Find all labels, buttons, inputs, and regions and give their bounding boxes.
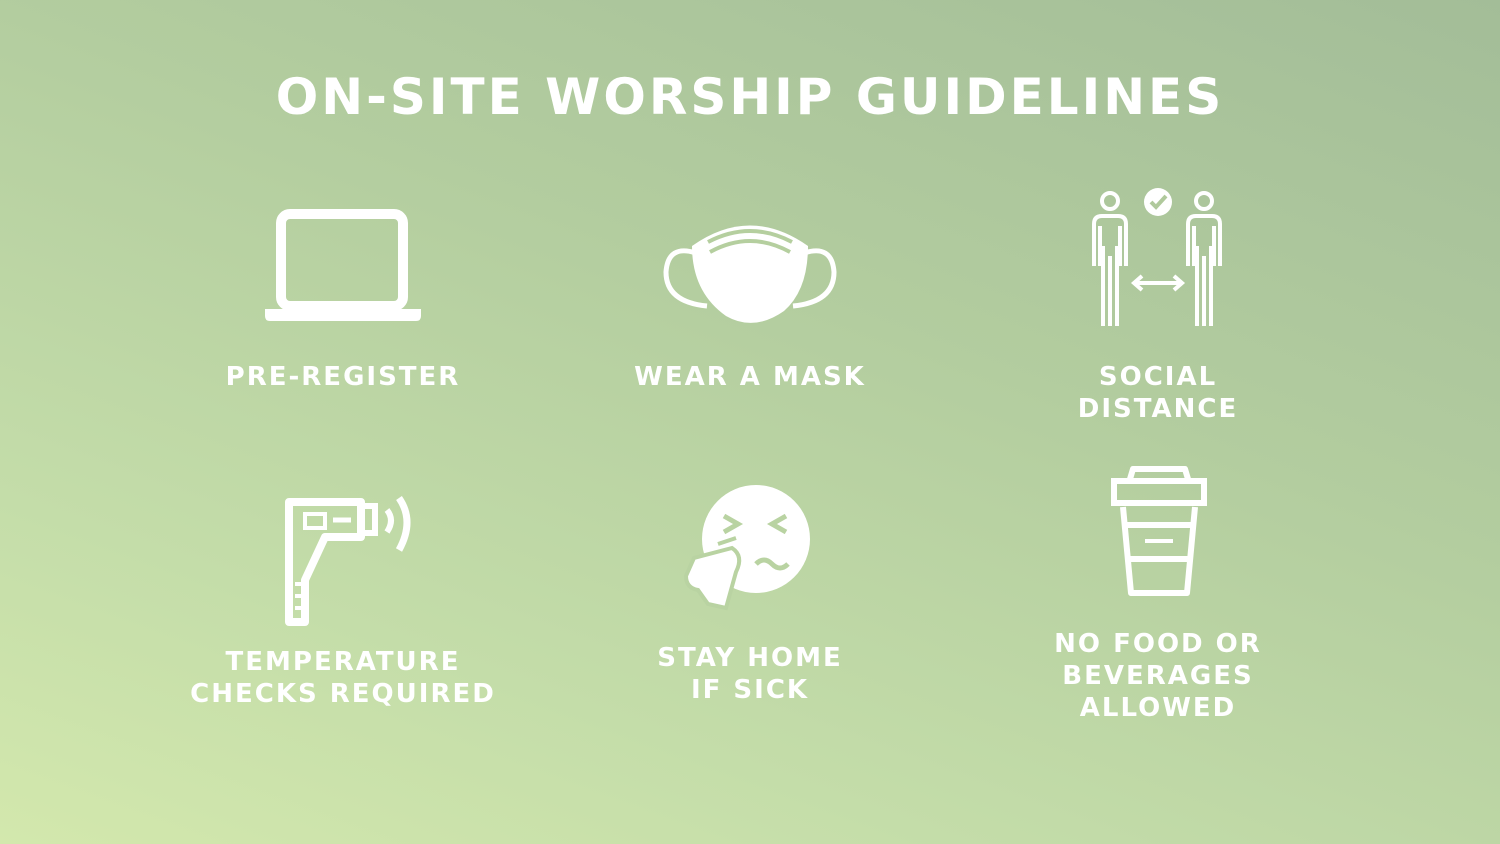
social-distance-icon [1086,186,1230,330]
face-mask-icon [662,208,840,326]
thermometer-gun-icon [283,492,418,627]
guideline-label-temperature: TEMPERATURE CHECKS REQUIRED [143,646,543,710]
label-line: ALLOWED [1079,693,1237,723]
label-line: STAY HOME [657,643,843,673]
guideline-label-wear-mask: WEAR A MASK [550,361,950,393]
label-line: SOCIAL [1098,362,1218,392]
label-line: DISTANCE [1077,394,1239,424]
laptop-icon [263,209,423,324]
label-line: NO FOOD OR [1054,629,1262,659]
label-line: IF SICK [690,675,810,705]
label-line: PRE-REGISTER [225,362,461,392]
guideline-label-stay-home: STAY HOME IF SICK [550,642,950,706]
sneezing-face-icon [683,484,814,614]
page-title: ON-SITE WORSHIP GUIDELINES [275,68,1225,126]
label-line: TEMPERATURE [225,647,461,677]
guideline-label-pre-register: PRE-REGISTER [143,361,543,393]
label-line: CHECKS REQUIRED [190,679,496,709]
guideline-label-social-distance: SOCIAL DISTANCE [958,361,1358,425]
label-line: WEAR A MASK [634,362,866,392]
coffee-cup-icon [1111,465,1207,599]
label-line: BEVERAGES [1062,661,1254,691]
guideline-label-no-food: NO FOOD OR BEVERAGES ALLOWED [958,628,1358,724]
